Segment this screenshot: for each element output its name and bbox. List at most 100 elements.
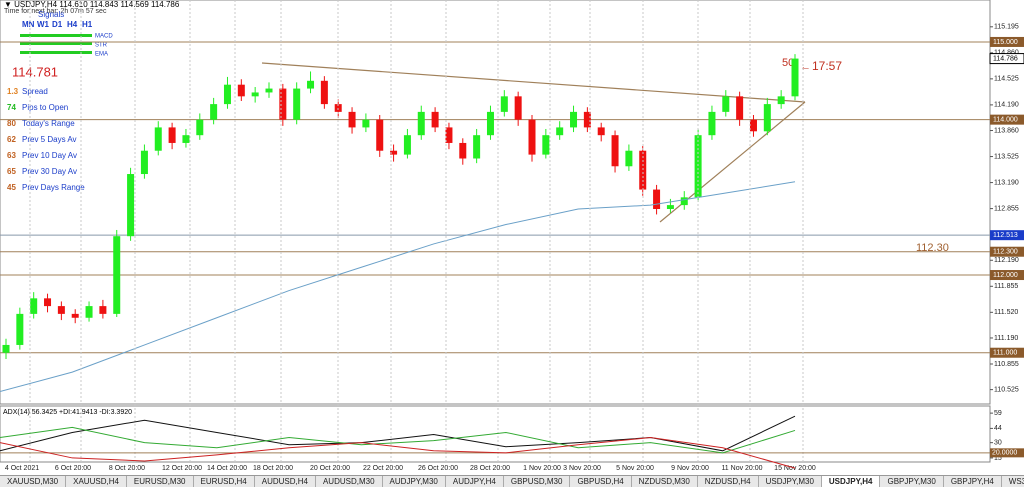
level-box [990,448,1024,458]
indicator-label: STR [95,43,108,49]
candle-body [85,306,93,318]
tab[interactable]: EURUSD,H4 [194,476,255,487]
y-tick-label: 111.190 [994,335,1018,342]
candle-body [486,111,494,136]
x-tick-label: 4 Oct 2021 [5,465,39,472]
y-tick-label: 115.195 [994,24,1019,31]
candle-body [196,119,204,136]
info-label: Spread [22,87,48,96]
level-label: 112.513 [993,232,1018,239]
candle-body [334,104,342,112]
current-price-label: 114.786 [993,55,1018,62]
candle-body [653,189,661,209]
annotation: 17:57 [812,59,842,73]
tab[interactable]: AUDUSD,M30 [316,476,383,487]
tab[interactable]: XAUUSD,H4 [66,476,127,487]
x-tick-label: 14 Oct 20:00 [207,465,247,472]
tab[interactable]: NZDUSD,M30 [632,476,698,487]
candle-body [127,174,135,237]
candle-body [30,298,38,314]
candle-body [237,84,245,97]
tab[interactable]: USDJPY,H4 [821,476,881,487]
candle-body [791,58,799,97]
tab[interactable]: GBPJPY,M30 [880,476,944,487]
x-tick-label: 3 Nov 20:00 [563,465,601,472]
tab[interactable]: USDJPY,M30 [759,476,822,487]
level-box [990,36,1024,47]
indicator-label: MACD [95,34,113,40]
tab-bar: XAUUSD,M30 XAUUSD,H4 EURUSD,M30 EURUSD,H4 AU… [0,475,1024,487]
y-tick-label: 44 [994,425,1002,432]
candle-body [749,119,757,132]
y-tick-label: 30 [994,439,1002,446]
info-value: 65 [7,167,16,176]
info-label: Prev 5 Days Av [22,135,77,144]
x-tick-label: 9 Nov 20:00 [671,465,709,472]
timeframe: H4 [67,20,78,29]
candle-body [348,111,356,128]
candle-body [99,306,107,314]
tab[interactable]: GBPUSD,H4 [570,476,632,487]
y-tick-label: 113.860 [994,127,1019,134]
candle-body [154,127,162,151]
y-tick-label: 59 [994,410,1002,417]
candle-body [708,111,716,136]
tab[interactable]: XAUUSD,M30 [0,476,67,487]
adx-line [0,437,796,469]
y-tick-label: 110.525 [994,386,1019,393]
indicator-label: EMA [95,52,108,58]
tab[interactable]: GBPUSD,M30 [504,476,571,487]
candle-body [777,96,785,105]
info-label: Prev 30 Day Av [22,167,77,176]
candle-body [417,111,425,136]
candle-body [514,96,522,120]
moving-average [0,181,796,393]
y-tick-label: 111.855 [994,283,1018,290]
x-tick-label: 5 Nov 20:00 [616,465,654,472]
timeframe: H1 [82,20,93,29]
tab[interactable]: GBPJPY,H4 [944,476,1002,487]
x-tick-label: 22 Oct 20:00 [363,465,403,472]
info-value: 63 [7,151,16,160]
x-tick-label: 28 Oct 20:00 [470,465,510,472]
annotation: 112.30 [916,242,949,254]
candle-body [763,104,771,132]
candle-body [556,127,564,136]
candle-body [403,135,411,155]
candle-body [223,84,231,105]
candle-body [694,135,702,198]
info-label: Prev 10 Day Av [22,151,77,160]
tab[interactable]: EURUSD,M30 [127,476,194,487]
candle-body [680,197,688,206]
candle-body [168,127,176,143]
candle-body [666,205,674,209]
candle-body [140,150,148,175]
tab[interactable]: NZDUSD,H4 [698,476,759,487]
candle-body [320,80,328,105]
candle-body [431,111,439,128]
x-tick-label: 15 Nov 20:00 [774,465,816,472]
tab[interactable]: WS30,M15 [1002,476,1024,487]
candle-body [210,104,218,120]
tab[interactable]: AUDJPY,M30 [383,476,446,487]
info-label: Today's Range [22,119,75,128]
candle-body [390,150,398,155]
level-label: 111.000 [993,350,1017,357]
tab[interactable]: AUDJPY,H4 [446,476,504,487]
candle-body [597,127,605,136]
price-panel [0,0,991,405]
candle-body [251,92,259,97]
candle-body [570,111,578,128]
level-label: 20.0000 [992,450,1017,457]
candle-body [625,150,633,167]
tab[interactable]: AUDUSD,H4 [255,476,316,487]
info-value: 45 [7,183,16,192]
level-label: 114.000 [993,116,1018,123]
info-label: Prev Days Range [22,183,85,192]
arrow: ← [800,61,811,73]
level-box [990,270,1024,281]
live-price: 114.781 [12,64,58,79]
x-tick-label: 26 Oct 20:00 [418,465,458,472]
candle-body [293,88,301,120]
level-box [990,246,1024,257]
